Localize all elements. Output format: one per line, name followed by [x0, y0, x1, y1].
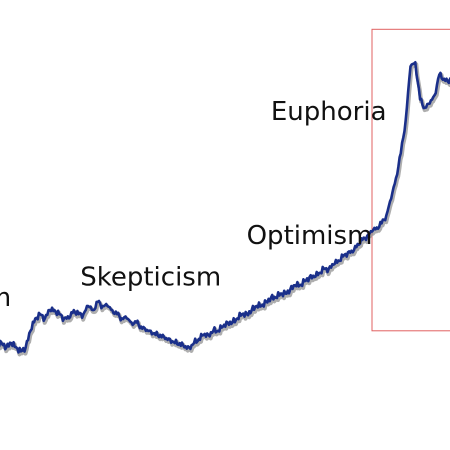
- price-line-shadow: [0, 62, 450, 357]
- phase-label-1: Skepticism: [80, 262, 221, 292]
- phase-label-0: sm: [0, 283, 11, 313]
- phase-label-2: Optimism: [247, 221, 373, 251]
- price-line: [0, 60, 450, 354]
- phase-labels: sm Skepticism Optimism Euphoria: [0, 97, 387, 313]
- euphoria-highlight-box: [371, 28, 450, 332]
- phase-label-3: Euphoria: [271, 97, 387, 127]
